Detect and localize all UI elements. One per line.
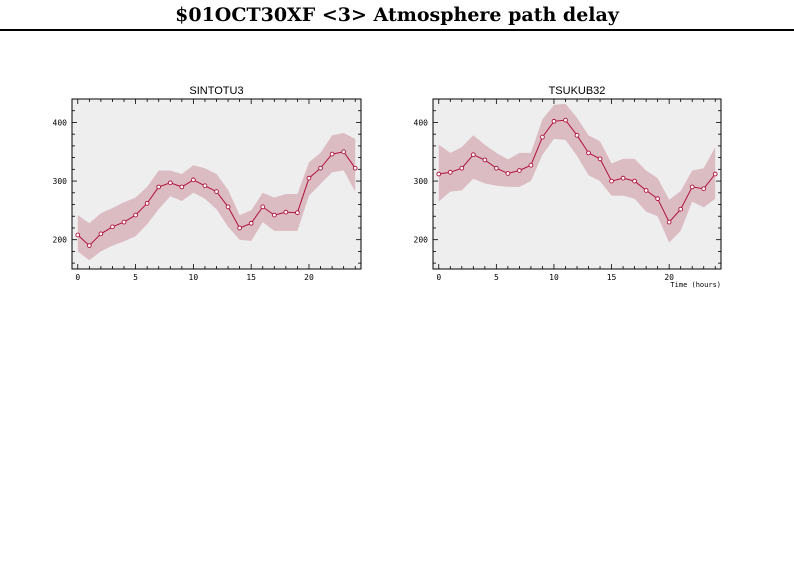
data-point xyxy=(156,184,162,190)
data-point xyxy=(179,184,185,190)
data-point xyxy=(459,165,465,171)
data-point xyxy=(528,162,534,168)
x-tick-label: 20 xyxy=(664,273,674,282)
y-tick-label: 400 xyxy=(53,118,68,127)
data-point xyxy=(505,171,511,176)
data-point xyxy=(620,175,626,181)
data-point xyxy=(609,178,614,184)
data-point xyxy=(260,204,266,210)
data-point xyxy=(632,178,637,184)
title-divider xyxy=(0,29,794,31)
y-tick-label: 300 xyxy=(414,177,429,186)
data-point xyxy=(655,196,660,202)
x-axis-label: Time (hours) xyxy=(670,281,721,289)
data-point xyxy=(167,180,173,186)
data-point xyxy=(295,210,300,216)
x-tick-label: 15 xyxy=(607,273,617,282)
data-point xyxy=(98,231,104,237)
data-point xyxy=(306,175,312,181)
x-tick-label: 5 xyxy=(133,273,138,282)
data-point xyxy=(86,243,92,248)
x-tick-label: 5 xyxy=(494,273,499,282)
data-point xyxy=(436,171,442,177)
data-point xyxy=(121,219,127,225)
data-point xyxy=(191,177,196,183)
y-tick-label: 300 xyxy=(53,177,68,186)
series-band xyxy=(77,133,356,261)
data-point xyxy=(701,186,707,192)
data-point xyxy=(110,224,115,230)
chart-title: SINTOTU3 xyxy=(189,85,243,97)
data-point xyxy=(482,157,488,163)
data-point xyxy=(563,117,568,123)
data-point xyxy=(214,189,219,194)
x-tick-label: 10 xyxy=(549,273,559,282)
series-band xyxy=(438,103,716,243)
x-tick-label: 10 xyxy=(189,273,199,282)
x-tick-label: 15 xyxy=(246,273,256,282)
data-point xyxy=(283,209,289,215)
chart-title: TSUKUB32 xyxy=(549,85,606,97)
data-point xyxy=(329,151,335,157)
data-point xyxy=(237,225,242,231)
data-point xyxy=(678,206,684,212)
data-point xyxy=(341,149,347,155)
data-point xyxy=(352,165,358,171)
data-point xyxy=(643,188,649,193)
data-point xyxy=(318,165,323,171)
x-tick-label: 0 xyxy=(436,273,441,282)
data-point xyxy=(133,212,138,218)
data-point xyxy=(248,220,254,226)
data-point xyxy=(225,204,231,210)
y-tick-label: 200 xyxy=(53,236,68,245)
data-point xyxy=(574,132,580,138)
data-point xyxy=(689,184,695,190)
data-point xyxy=(666,219,672,225)
y-tick-label: 200 xyxy=(414,236,429,245)
data-point xyxy=(494,165,499,171)
data-point xyxy=(447,169,453,175)
x-tick-label: 20 xyxy=(304,273,314,282)
data-point xyxy=(586,150,591,156)
data-point xyxy=(597,156,603,162)
data-point xyxy=(75,232,81,238)
x-tick-label: 0 xyxy=(75,273,80,282)
page-title: $01OCT30XF <3> Atmosphere path delay xyxy=(175,4,619,26)
data-point xyxy=(551,118,557,124)
y-tick-label: 400 xyxy=(414,118,429,127)
data-point xyxy=(144,200,150,206)
data-point xyxy=(540,134,545,140)
data-point xyxy=(470,152,476,158)
data-point xyxy=(271,212,277,218)
data-point xyxy=(517,168,522,173)
data-point xyxy=(202,183,208,189)
data-point xyxy=(712,171,718,177)
